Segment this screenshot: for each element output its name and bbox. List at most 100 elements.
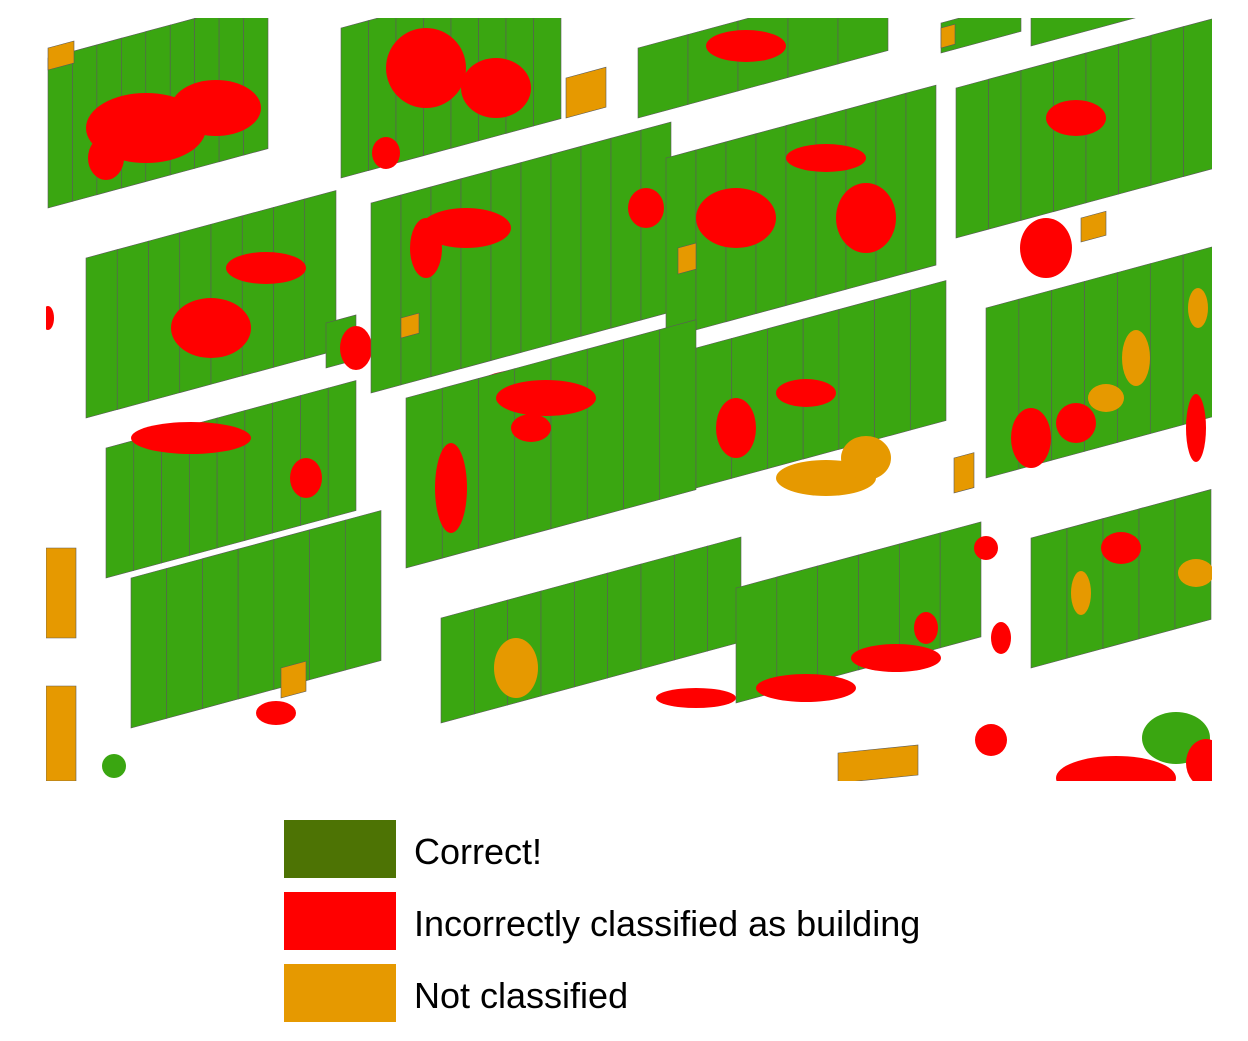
building-block-r3d-6: [1182, 246, 1212, 426]
false-positive-area: [88, 136, 124, 180]
false-positive-area: [756, 674, 856, 702]
false-positive-area: [340, 326, 372, 370]
building-block-r2c-8: [905, 84, 937, 274]
building-block-r4b-5: [607, 563, 642, 679]
building-block-r3b-6: [623, 329, 661, 510]
building-block-r1c-3: [787, 18, 839, 78]
building-block-r1b-0: [340, 20, 369, 179]
false-positive-area: [656, 688, 736, 708]
false-positive-area: [716, 398, 756, 458]
building-block-r1c-0: [637, 34, 689, 119]
false-positive-area: [1186, 394, 1206, 462]
building-block-r4a-1: [166, 558, 203, 719]
building-block-r4c-2: [817, 554, 859, 682]
building-block-r4a-5: [309, 519, 346, 681]
false-positive-area: [628, 188, 664, 228]
building-block-r2b-5: [520, 154, 552, 353]
legend-item-not-classified: Not classified: [284, 962, 1004, 1022]
legend-swatch-not-classified: [284, 964, 396, 1022]
false-positive-area: [171, 298, 251, 358]
false-positive-area: [786, 144, 866, 172]
false-positive-area: [372, 137, 400, 169]
building-block-r2a-5: [241, 206, 274, 377]
false-positive-area: [435, 443, 467, 533]
false-positive-area: [1056, 756, 1176, 781]
unclassified-building: [837, 744, 919, 781]
building-block-r3a-8: [327, 380, 357, 519]
building-block-r3a-7: [300, 387, 329, 526]
unclassified-building: [940, 23, 956, 49]
building-block-r2b-3: [460, 170, 492, 370]
building-block-r3c-5: [874, 289, 911, 441]
false-positive-area: [836, 183, 896, 253]
small-round-building: [102, 754, 126, 778]
false-positive-area: [511, 414, 551, 442]
unclassified-patch: [1122, 330, 1150, 386]
building-block-r2d-7: [1183, 18, 1212, 177]
building-block-r2b-7: [580, 137, 612, 337]
building-block-r3d-5: [1149, 254, 1184, 435]
unclassified-patch: [494, 638, 538, 698]
building-block-r2a-1: [116, 240, 149, 410]
false-positive-area: [1186, 739, 1212, 781]
unclassified-patch: [1088, 384, 1124, 412]
false-positive-area: [706, 30, 786, 62]
building-block-r2c-7: [875, 92, 907, 282]
false-positive-area: [696, 188, 776, 248]
map-svg: [46, 18, 1212, 781]
false-positive-area: [975, 724, 1007, 756]
building-block-r4a-6: [344, 510, 382, 671]
false-positive-area: [974, 536, 998, 560]
unclassified-building: [400, 312, 420, 339]
false-positive-area: [1056, 403, 1096, 443]
false-positive-area: [290, 458, 322, 498]
building-block-r4a-3: [237, 539, 275, 700]
building-block-r2d-0: [955, 78, 989, 239]
legend-item-incorrect: Incorrectly classified as building: [284, 890, 1004, 950]
building-block-r1c-4: [837, 18, 889, 65]
unclassified-building: [280, 660, 307, 699]
unclassified-building: [46, 547, 77, 639]
building-block-r3b-7: [659, 319, 697, 500]
building-block-r3b-5: [586, 338, 624, 520]
false-positive-area: [226, 252, 306, 284]
legend-swatch-incorrect: [284, 892, 396, 950]
building-block-r1e: [1030, 18, 1136, 47]
false-positive-area: [171, 80, 261, 136]
building-block-r2b-4: [490, 162, 522, 361]
false-positive-area: [46, 306, 54, 330]
building-block-r2b-0: [370, 194, 402, 394]
building-block-r4c-5: [939, 521, 982, 649]
legend-label-not-classified: Not classified: [414, 975, 629, 1016]
false-positive-area: [256, 701, 296, 725]
building-block-r4b-0: [440, 608, 475, 724]
building-block-r1a-8: [243, 18, 269, 156]
building-block-r4b-4: [574, 572, 608, 688]
building-block-r2b-1: [400, 186, 432, 386]
unclassified-building: [677, 242, 697, 275]
classification-map: [46, 18, 1212, 781]
unclassified-patch: [841, 436, 891, 480]
legend-label-incorrect: Incorrectly classified as building: [414, 903, 921, 944]
building-block-r2b-6: [550, 145, 582, 345]
false-positive-area: [131, 422, 251, 454]
building-block-r4a-0: [130, 567, 168, 729]
unclassified-building: [953, 452, 975, 494]
false-positive-area: [496, 380, 596, 416]
building-block-r2d-5: [1118, 34, 1152, 195]
unclassified-patch: [1178, 559, 1212, 587]
false-positive-area: [410, 218, 442, 278]
unclassified-building: [1080, 210, 1107, 243]
false-positive-area: [776, 379, 836, 407]
false-positive-area: [1020, 218, 1072, 278]
false-positive-area: [851, 644, 941, 672]
false-positive-area: [1011, 408, 1051, 468]
building-block-r2b-8: [610, 129, 642, 329]
legend-item-correct: Correct!: [284, 818, 1004, 878]
building-block-r4d-0: [1030, 527, 1068, 669]
building-block-r3a-0: [105, 440, 135, 579]
false-positive-area: [914, 612, 938, 644]
map-legend: Correct! Incorrectly classified as build…: [284, 818, 1004, 1034]
building-block-r4b-3: [540, 581, 575, 697]
building-block-r3b-4: [550, 348, 588, 530]
